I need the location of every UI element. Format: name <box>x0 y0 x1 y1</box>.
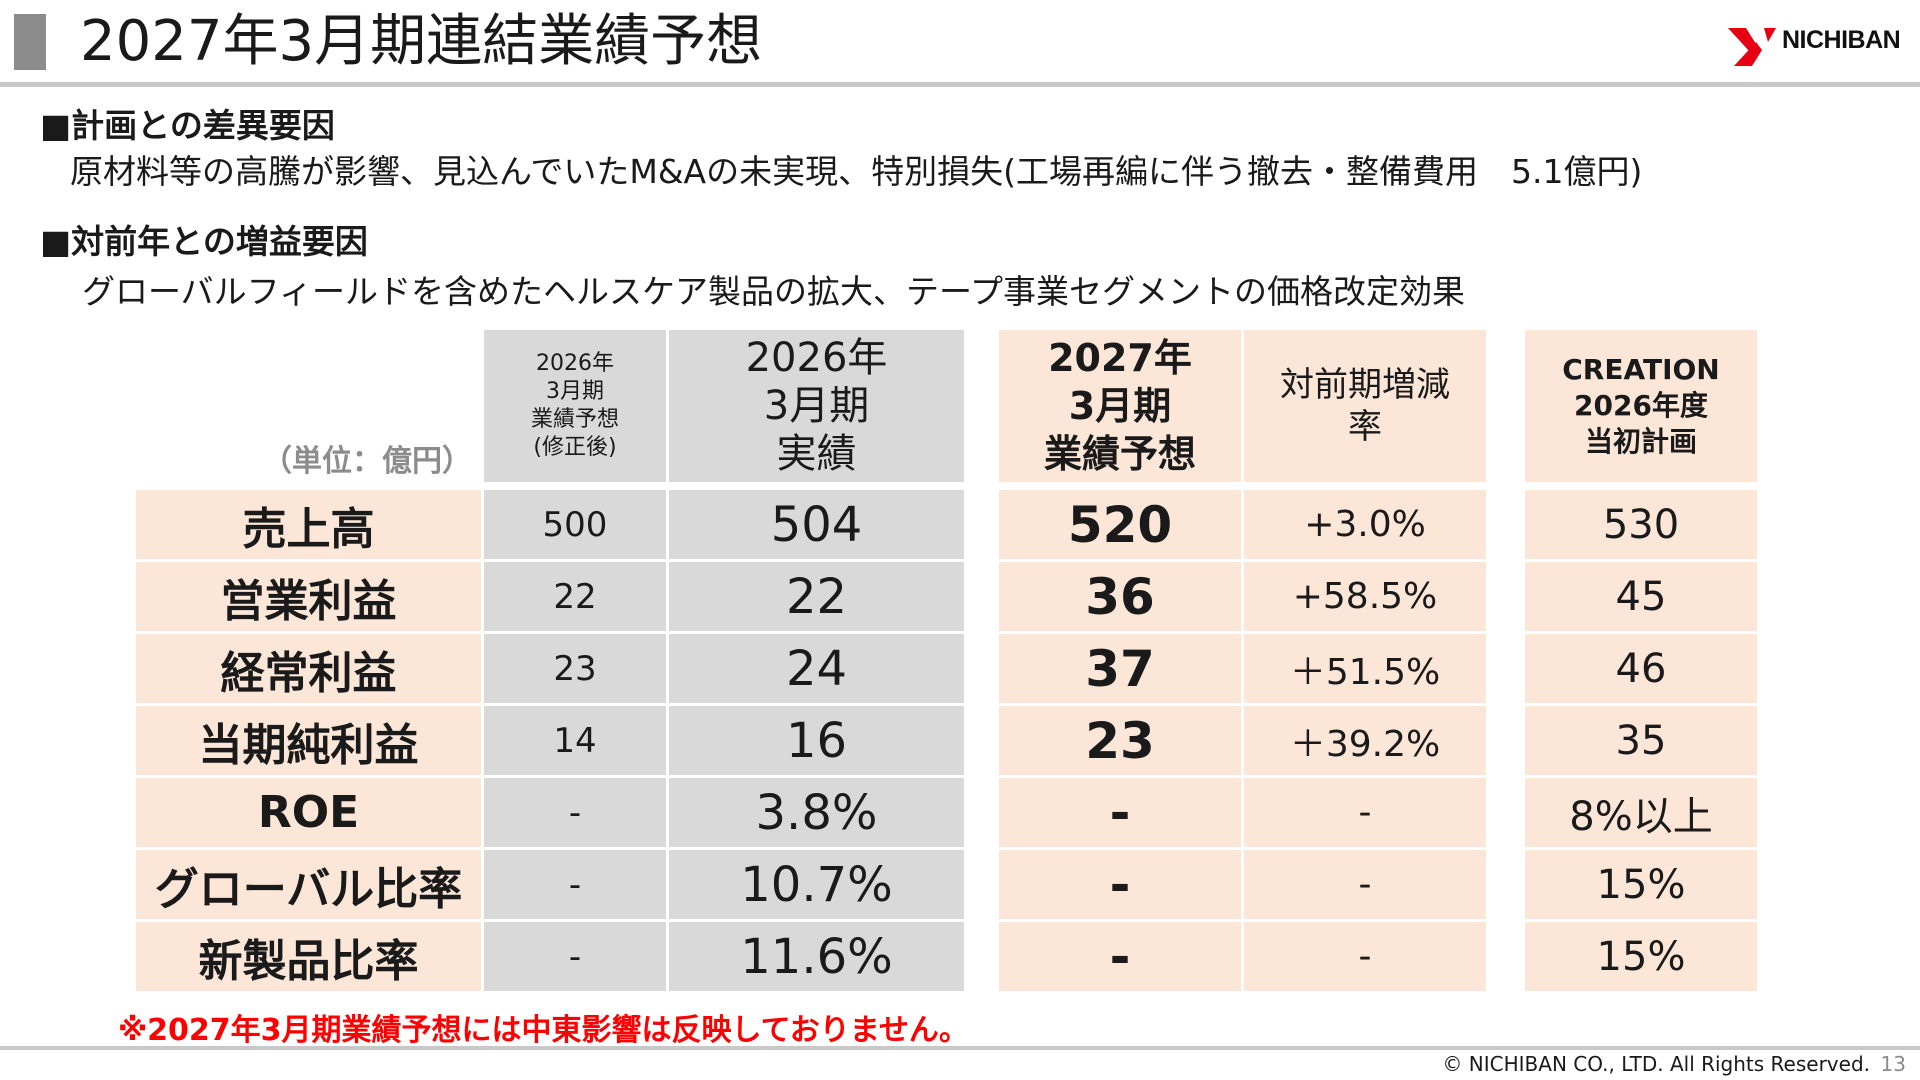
nichiban-logo-icon <box>1728 28 1776 66</box>
table-cell: - <box>1244 850 1486 919</box>
copyright: © NICHIBAN CO., LTD. All Rights Reserved… <box>1442 1052 1870 1076</box>
column-header-2027-forecast: 2027年 3月期 業績予想 <box>999 330 1241 482</box>
table-cell: 520 <box>999 490 1241 559</box>
table-cell: 15% <box>1525 850 1757 919</box>
footer-divider <box>0 1046 1920 1050</box>
title-marker <box>14 14 46 70</box>
table-cell: 530 <box>1525 490 1757 559</box>
row-label-new-product-ratio: 新製品比率 <box>136 922 481 991</box>
table-cell: - <box>1244 778 1486 847</box>
column-header-2026-forecast: 2026年 3月期 業績予想 (修正後) <box>484 330 666 482</box>
table-cell: 22 <box>669 562 964 631</box>
table-cell: - <box>999 850 1241 919</box>
column-header-creation-plan: CREATION 2026年度 当初計画 <box>1525 330 1757 482</box>
row-label-operating-profit: 営業利益 <box>136 562 481 631</box>
table-cell: - <box>999 922 1241 991</box>
table-cell: 35 <box>1525 706 1757 775</box>
table-cell: 8%以上 <box>1525 778 1757 847</box>
page-number: 13 <box>1880 1052 1906 1076</box>
table-cell: 24 <box>669 634 964 703</box>
header-divider <box>0 82 1920 87</box>
row-label-net-income: 当期純利益 <box>136 706 481 775</box>
table-cell: - <box>484 850 666 919</box>
table-cell: - <box>999 778 1241 847</box>
table-cell: 504 <box>669 490 964 559</box>
table-cell: ＋51.5% <box>1244 634 1486 703</box>
table-cell: - <box>484 922 666 991</box>
row-label-sales: 売上高 <box>136 490 481 559</box>
table-cell: 23 <box>484 634 666 703</box>
table-cell: 36 <box>999 562 1241 631</box>
footnote: ※2027年3月期業績予想には中東影響は反映しておりません。 <box>118 1013 969 1048</box>
table-cell: 45 <box>1525 562 1757 631</box>
table-cell: - <box>1244 922 1486 991</box>
page-title: 2027年3月期連結業績予想 <box>80 9 763 74</box>
table-cell: 14 <box>484 706 666 775</box>
table-cell: 11.6% <box>669 922 964 991</box>
unit-label: （単位：億円） <box>262 444 472 479</box>
section-text-yoy: グローバルフィールドを含めたヘルスケア製品の拡大、テープ事業セグメントの価格改定… <box>82 272 1466 311</box>
section-text-plan-diff: 原材料等の高騰が影響、見込んでいたM&Aの未実現、特別損失(工場再編に伴う撤去・… <box>70 152 1643 191</box>
table-cell: ＋39.2% <box>1244 706 1486 775</box>
table-cell: 22 <box>484 562 666 631</box>
table-cell: +58.5% <box>1244 562 1486 631</box>
section-heading-plan-diff: ■計画との差異要因 <box>40 106 335 145</box>
table-cell: 46 <box>1525 634 1757 703</box>
table-cell: 16 <box>669 706 964 775</box>
row-label-roe: ROE <box>136 778 481 847</box>
row-label-ordinary-profit: 経常利益 <box>136 634 481 703</box>
table-cell: 15% <box>1525 922 1757 991</box>
table-cell: 10.7% <box>669 850 964 919</box>
row-label-global-ratio: グローバル比率 <box>136 850 481 919</box>
column-header-2026-actual: 2026年 3月期 実績 <box>669 330 964 482</box>
table-cell: 37 <box>999 634 1241 703</box>
logo-text: NICHIBAN <box>1782 26 1901 54</box>
table-cell: 3.8% <box>669 778 964 847</box>
table-cell: 23 <box>999 706 1241 775</box>
section-heading-yoy: ■対前年との増益要因 <box>40 222 368 261</box>
column-header-yoy-rate: 対前期増減率 <box>1244 330 1486 482</box>
table-cell: +3.0% <box>1244 490 1486 559</box>
table-cell: 500 <box>484 490 666 559</box>
table-cell: - <box>484 778 666 847</box>
